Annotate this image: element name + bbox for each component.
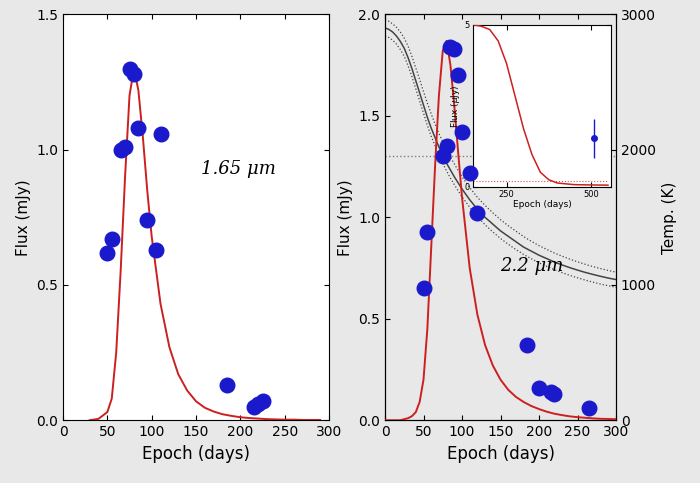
Point <box>133 124 144 132</box>
Point <box>472 210 483 217</box>
Point <box>124 65 135 72</box>
Point <box>106 235 118 243</box>
Point <box>549 390 560 398</box>
Point <box>253 400 264 408</box>
Point <box>464 169 475 177</box>
Point <box>449 45 460 53</box>
Y-axis label: Flux (mJy): Flux (mJy) <box>15 179 31 256</box>
Point <box>155 129 166 137</box>
Point <box>441 142 452 150</box>
X-axis label: Epoch (days): Epoch (days) <box>142 445 250 463</box>
Y-axis label: Temp. (K): Temp. (K) <box>662 181 676 254</box>
Point <box>115 146 126 154</box>
Point <box>453 71 464 79</box>
Point <box>248 403 259 411</box>
Text: 2.2 μm: 2.2 μm <box>500 257 564 275</box>
Point <box>418 284 429 292</box>
Point <box>141 216 153 224</box>
Point <box>257 398 268 405</box>
Point <box>120 143 131 151</box>
Point <box>456 128 468 136</box>
Point <box>102 249 113 256</box>
Point <box>533 384 545 392</box>
Point <box>128 70 139 78</box>
Point <box>437 153 449 160</box>
Point <box>422 227 433 235</box>
Y-axis label: Flux (mJy): Flux (mJy) <box>337 179 353 256</box>
Point <box>522 341 533 349</box>
Point <box>545 388 557 396</box>
Point <box>584 404 595 412</box>
Point <box>150 246 162 254</box>
Point <box>221 381 232 389</box>
Text: 1.65 μm: 1.65 μm <box>202 160 276 178</box>
X-axis label: Epoch (days): Epoch (days) <box>447 445 554 463</box>
Point <box>445 43 456 51</box>
